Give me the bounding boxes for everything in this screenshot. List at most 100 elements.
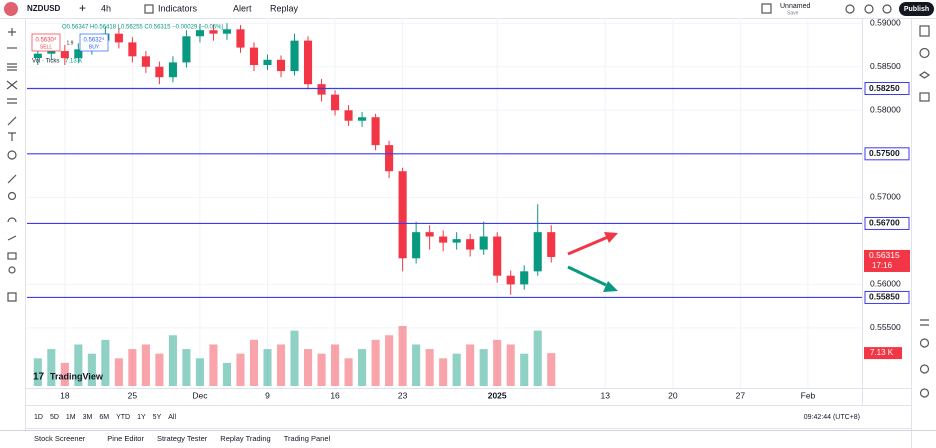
y-tick-label: 0.56000 [870,279,901,289]
candle-body [209,30,218,34]
range-button[interactable]: 5Y [153,414,162,421]
last-price: 0.56315 [869,250,900,260]
candle-body [439,236,448,243]
sell-button[interactable] [31,33,61,52]
settings-icon[interactable] [845,4,855,14]
candle-body [303,40,313,85]
candle-body [452,239,461,243]
sell-price: 0.5630⁹ [36,37,57,44]
range-button[interactable]: All [168,414,176,421]
volume-bar [547,353,556,386]
clock: 09:42:44 (UTC+8) [804,414,860,421]
indicators-icon [144,4,154,14]
right-sidebar[interactable] [918,25,931,398]
layout-name[interactable]: Unnamed [780,3,810,10]
level-label-box [864,290,910,304]
alert[interactable]: Alert [233,3,252,13]
y-tick-label: 0.59000 [870,17,901,27]
range-button[interactable]: 3M [83,414,93,421]
ohlc-legend: O0.56347 H0.56418 L0.56255 C0.56315 −0.0… [62,25,223,31]
level-label-box [864,216,910,230]
level-label: 0.55850 [869,292,900,302]
volume-value: 7.13 K [65,59,82,65]
candle-body [358,117,367,121]
buy-price: 0.5632⁴ [84,37,105,44]
volume-bar [290,330,299,386]
x-tick-label: 20 [668,390,678,400]
symbol[interactable]: NZDUSD [27,4,61,13]
volume-bar [398,326,407,386]
volume-bar [114,358,123,386]
countdown: 17:16 [872,261,893,270]
candle-body [60,51,69,59]
range-button[interactable]: 1D [34,414,43,421]
volume-bar [276,344,286,386]
fullscreen-icon[interactable] [864,4,874,14]
publish-label: Publish [904,6,929,13]
candle-body [249,47,259,66]
volume-bar [33,358,42,386]
add-symbol[interactable]: + [79,1,86,15]
volume-bar [87,353,96,386]
candle-body [276,59,286,72]
range-button[interactable]: 1M [66,414,76,421]
avatar[interactable] [4,2,18,16]
volume-bar [155,353,164,386]
bottom-tab[interactable]: Strategy Tester [157,434,208,443]
top-toolbar [0,0,936,18]
volume-bar [128,349,137,386]
indicators[interactable]: Indicators [158,3,198,13]
volume-bar [493,339,502,386]
x-tick-label: 9 [265,390,270,400]
candle-body [195,30,204,37]
volume-bar [74,344,83,386]
range-button[interactable]: 1Y [137,414,146,421]
drawing-tools[interactable] [6,28,18,302]
y-tick-label: 0.55500 [870,322,901,332]
range-button[interactable]: 6M [99,414,109,421]
candle-body [33,53,42,59]
candle-body [479,236,488,250]
volume-bar [236,353,245,386]
candle-body [317,84,326,95]
range-buttons: 1D 5D 1M 3M 6M YTD 1Y 5Y All [34,414,176,421]
volume-bar [263,349,272,386]
publish-button[interactable] [899,2,934,16]
volume-bar [425,349,434,386]
sell-label: SELL [40,44,52,50]
volume-bar [168,335,177,386]
level-label: 0.57500 [869,148,900,158]
candle-body [398,171,407,259]
x-tick-label: 2025 [488,390,507,400]
candle-body [236,29,245,48]
bottom-tab[interactable]: Stock Screener [34,434,86,443]
candle-body [493,236,502,276]
candle-body [290,40,299,72]
bottom-tab[interactable]: Trading Panel [284,434,331,443]
candle-body [547,232,556,257]
volume-bar [412,344,421,386]
snapshot-icon[interactable] [882,4,892,14]
replay[interactable]: Replay [270,3,299,13]
volume-bar [209,344,218,386]
candle-body [168,62,177,78]
volume-bar [479,349,488,386]
candle-body [533,232,542,272]
range-button[interactable]: YTD [116,414,130,421]
volume-bar [385,335,394,386]
candle-body [425,232,434,237]
candle-body [344,110,353,121]
layout-icon [761,3,772,14]
buy-button[interactable] [79,33,109,52]
x-tick-label: 27 [736,390,746,400]
bottom-tab[interactable]: Replay Trading [220,434,270,443]
bottom-tab[interactable]: Pine Editor [107,434,144,443]
range-button[interactable]: 5D [50,414,59,421]
interval[interactable]: 4h [101,3,111,13]
bottom-tabs: Stock Screener Pine Editor Strategy Tester… [34,434,330,443]
candle-body [263,59,272,66]
candle-body [412,232,421,259]
volume-bar [141,344,150,386]
level-label-box [864,82,910,96]
